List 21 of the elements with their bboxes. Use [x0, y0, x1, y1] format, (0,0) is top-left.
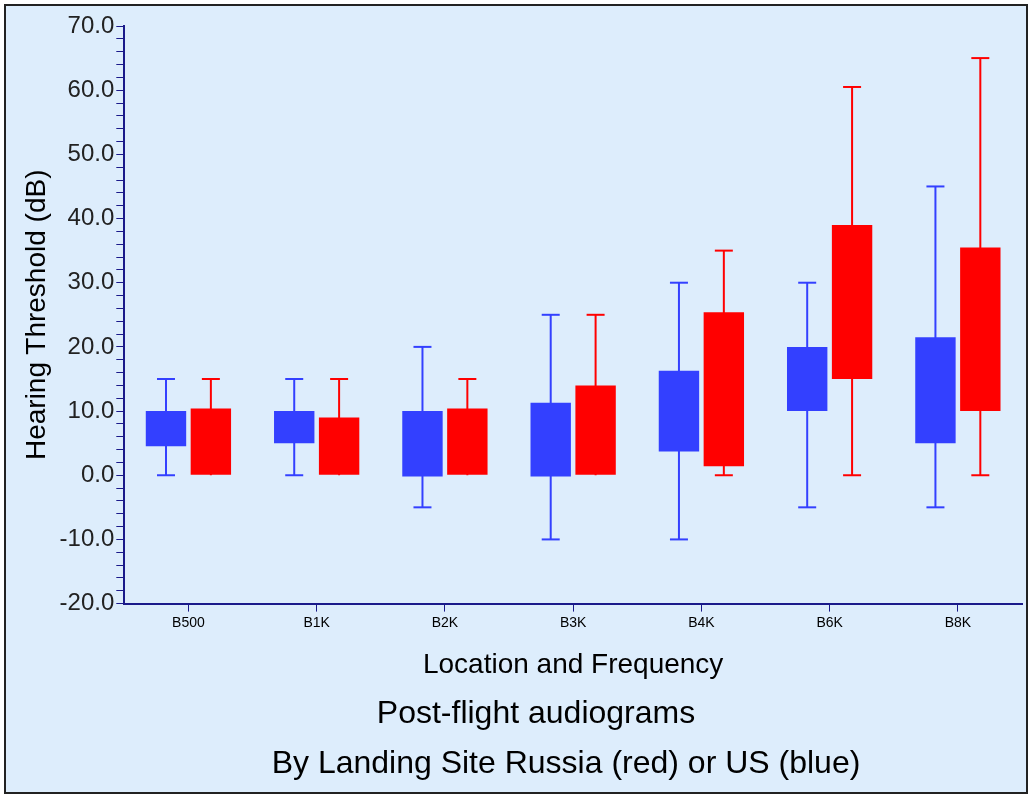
- y-tick-label: 30.0: [67, 267, 115, 295]
- x-tick-label: B4K: [688, 613, 716, 630]
- y-tick-label: -20.0: [59, 588, 115, 616]
- x-tick-label: B500: [172, 613, 205, 630]
- y-tick-label: 50.0: [67, 138, 115, 166]
- y-tick-label: 10.0: [67, 395, 115, 423]
- y-tick-label: 60.0: [67, 74, 115, 102]
- y-tick-label: 40.0: [67, 203, 115, 231]
- x-axis-title: Location and Frequency: [422, 647, 724, 679]
- x-tick-label: B2K: [431, 613, 459, 630]
- y-tick-label: 0.0: [80, 459, 115, 487]
- x-tick-label: B1K: [303, 613, 331, 630]
- text: Post-flight audiograms: [375, 694, 697, 731]
- y-tick-label: 20.0: [67, 331, 115, 359]
- text: By Landing Site Russia (red) or US (blue): [270, 744, 862, 781]
- y-tick-label: 70.0: [67, 10, 115, 38]
- x-tick-label: B3K: [559, 613, 588, 630]
- x-tick-label: B8K: [944, 613, 972, 630]
- x-tick-label: B6K: [816, 613, 844, 630]
- y-tick-label: -10.0: [59, 524, 115, 552]
- y-axis-title: Hearing Threshold (dB): [19, 169, 51, 461]
